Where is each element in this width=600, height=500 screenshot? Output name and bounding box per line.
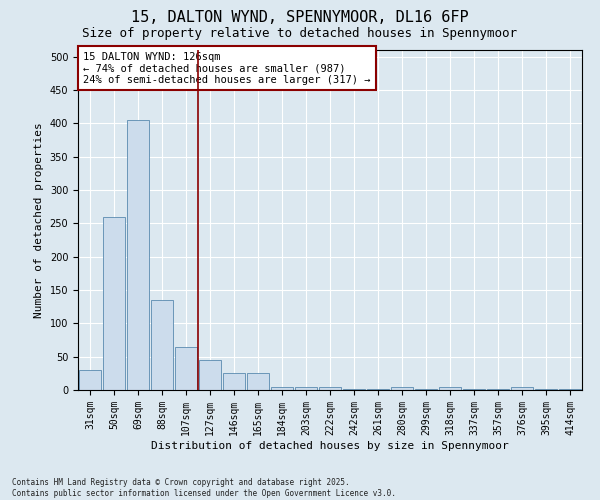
Bar [487,388,509,390]
Bar [199,360,221,390]
Bar [439,386,461,390]
Bar [151,300,173,390]
Bar [271,386,293,390]
Bar [295,386,317,390]
Bar [175,346,197,390]
Bar [247,374,269,390]
X-axis label: Distribution of detached houses by size in Spennymoor: Distribution of detached houses by size … [151,440,509,450]
Bar [463,388,485,390]
Text: Size of property relative to detached houses in Spennymoor: Size of property relative to detached ho… [83,28,517,40]
Text: 15, DALTON WYND, SPENNYMOOR, DL16 6FP: 15, DALTON WYND, SPENNYMOOR, DL16 6FP [131,10,469,25]
Bar [343,388,365,390]
Bar [391,386,413,390]
Bar [319,386,341,390]
Bar [79,370,101,390]
Bar [367,388,389,390]
Text: 15 DALTON WYND: 126sqm
← 74% of detached houses are smaller (987)
24% of semi-de: 15 DALTON WYND: 126sqm ← 74% of detached… [83,52,371,85]
Text: Contains HM Land Registry data © Crown copyright and database right 2025.
Contai: Contains HM Land Registry data © Crown c… [12,478,396,498]
Bar [511,386,533,390]
Bar [103,216,125,390]
Bar [127,120,149,390]
Bar [559,388,581,390]
Y-axis label: Number of detached properties: Number of detached properties [34,122,44,318]
Bar [415,388,437,390]
Bar [223,374,245,390]
Bar [535,388,557,390]
